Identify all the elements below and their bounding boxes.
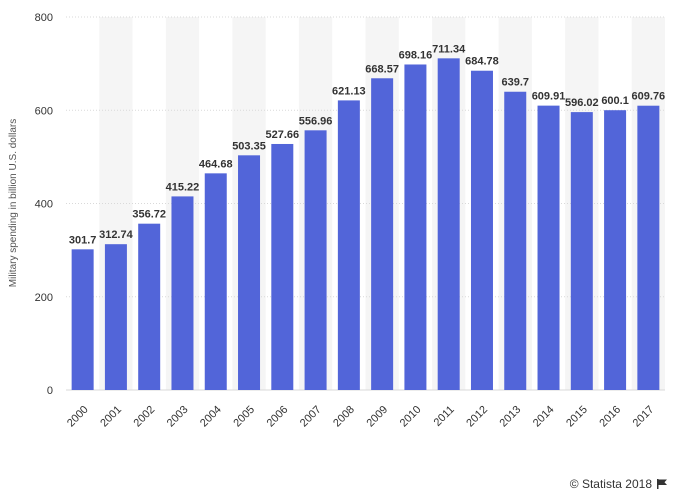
x-tick-label: 2008 [331, 404, 357, 430]
statista-credit[interactable]: © Statista 2018 [570, 477, 668, 491]
bar[interactable] [570, 112, 593, 390]
x-tick-label: 2007 [298, 404, 324, 430]
bar[interactable] [404, 64, 427, 390]
data-label: 301.7 [69, 234, 97, 246]
data-label: 711.34 [432, 43, 466, 55]
bar[interactable] [138, 223, 161, 390]
bar[interactable] [504, 91, 527, 391]
x-tick-label: 2000 [65, 404, 91, 430]
data-label: 639.7 [501, 77, 529, 89]
x-tick-label: 2006 [265, 404, 291, 430]
bar[interactable] [304, 130, 327, 391]
bar[interactable] [171, 196, 194, 390]
data-label: 503.35 [232, 140, 266, 152]
x-tick-label: 2017 [631, 404, 657, 430]
x-tick-label: 2013 [498, 404, 524, 430]
bar[interactable] [271, 143, 294, 390]
x-tick-label: 2001 [98, 404, 124, 430]
x-tick-label: 2016 [597, 404, 623, 430]
bar[interactable] [104, 244, 127, 390]
x-tick-label: 2015 [564, 404, 590, 430]
x-tick-label: 2012 [464, 404, 490, 430]
bar[interactable] [337, 100, 360, 391]
data-label: 609.91 [532, 91, 566, 103]
bar[interactable] [537, 105, 560, 391]
x-tick-label: 2010 [398, 404, 424, 430]
x-axis-ticks: 2000 2001 2002 2003 2004 2005 2006 2007 2008 2009… [65, 404, 657, 430]
credit-text: © Statista 2018 [569, 477, 652, 491]
data-label: 600.1 [601, 95, 629, 107]
bar[interactable] [604, 110, 627, 391]
data-label: 596.02 [565, 97, 599, 109]
x-tick-label: 2014 [531, 404, 557, 430]
data-label: 312.74 [99, 229, 134, 241]
data-labels: 301.7 312.74 356.72 415.22 464.68 503.35527.6… [69, 43, 665, 246]
bar[interactable] [470, 70, 493, 391]
y-axis-label: Military spending in billion U.S. dollar… [8, 119, 19, 287]
flag-icon [657, 479, 667, 489]
bar[interactable] [238, 155, 261, 390]
y-tick-label: 0 [47, 385, 53, 397]
bar[interactable] [371, 78, 394, 390]
data-label: 556.96 [299, 115, 333, 127]
y-axis-ticks: 0 200 400 600 800 [35, 12, 53, 397]
data-label: 668.57 [365, 63, 399, 75]
data-label: 415.22 [166, 181, 200, 193]
bar[interactable] [637, 105, 660, 390]
data-label: 621.13 [332, 85, 366, 97]
y-tick-label: 800 [35, 12, 53, 24]
gridlines [66, 16, 665, 391]
data-label: 356.72 [132, 209, 166, 221]
data-label: 609.76 [632, 91, 666, 103]
bar[interactable] [71, 249, 94, 390]
bars [71, 58, 660, 391]
data-label: 464.68 [199, 158, 233, 170]
data-label: 698.16 [399, 49, 433, 61]
data-label: 684.78 [465, 56, 499, 68]
x-tick-label: 2005 [231, 404, 257, 430]
bar[interactable] [437, 58, 460, 390]
y-tick-label: 200 [35, 292, 53, 304]
x-tick-label: 2011 [432, 404, 457, 429]
data-label: 527.66 [265, 129, 299, 141]
y-tick-label: 400 [35, 199, 53, 211]
x-tick-label: 2004 [198, 404, 224, 430]
bar[interactable] [204, 173, 227, 390]
x-tick-label: 2003 [165, 404, 191, 430]
x-tick-label: 2002 [132, 404, 158, 430]
y-tick-label: 600 [35, 105, 53, 117]
x-tick-label: 2009 [364, 404, 390, 430]
